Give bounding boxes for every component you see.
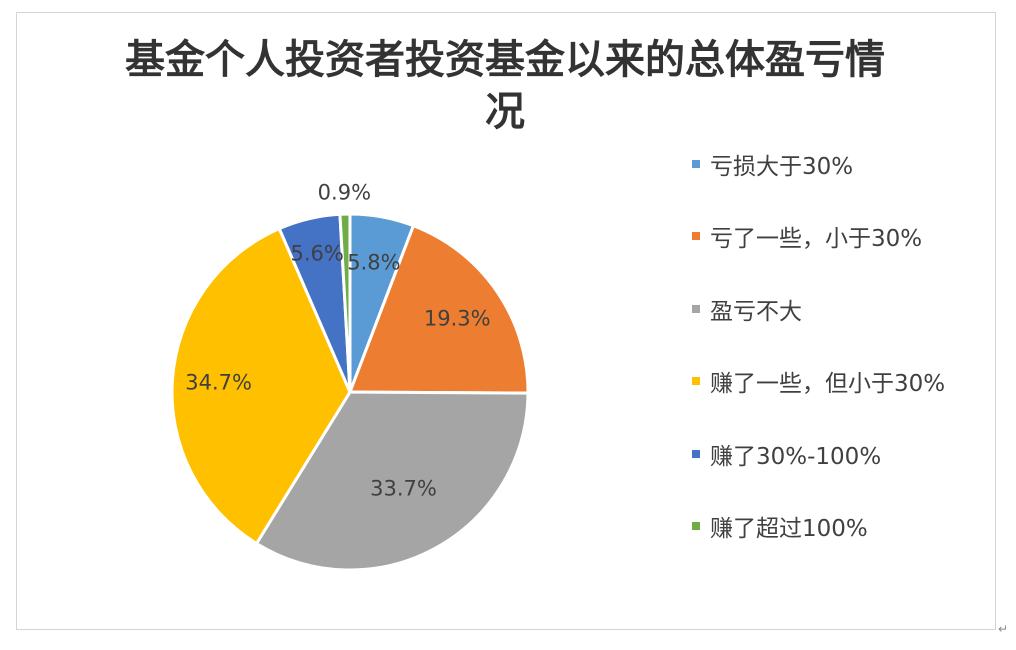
legend-item: 赚了一些，但小于30% — [692, 363, 945, 399]
data-labels: 5.8% 19.3% 33.7% 34.7% 5.6% 0.9% — [185, 181, 490, 501]
paragraph-mark-icon: ↵ — [998, 622, 1009, 636]
legend-swatch — [692, 304, 700, 313]
legend-item: 赚了超过100% — [692, 508, 945, 544]
data-label: 19.3% — [424, 307, 491, 331]
data-label: 5.6% — [291, 241, 344, 265]
legend-item: 盈亏不大 — [692, 291, 945, 327]
legend-item: 赚了30%-100% — [692, 436, 945, 472]
legend-swatch — [692, 377, 700, 386]
data-label: 33.7% — [370, 477, 437, 501]
legend-swatch — [692, 449, 700, 458]
legend-item: 亏损大于30% — [692, 146, 945, 182]
legend-item: 亏了一些，小于30% — [692, 218, 945, 254]
legend-swatch — [692, 521, 700, 530]
chart-frame — [16, 12, 996, 630]
chart-title: 基金个人投资者投资基金以来的总体盈亏情况 — [125, 37, 885, 135]
legend-label: 亏了一些，小于30% — [710, 226, 923, 253]
legend: 亏损大于30% 亏了一些，小于30% 盈亏不大赚了一些，但小于30% 赚了30%-10… — [692, 146, 945, 580]
data-label: 34.7% — [185, 370, 252, 394]
data-label: 5.8% — [347, 250, 400, 274]
pie-slice — [254, 390, 530, 572]
legend-label: 亏损大于30% — [710, 154, 854, 180]
data-label: 0.9% — [318, 181, 371, 205]
pie-slices — [170, 212, 530, 572]
legend-label: 盈亏不大 — [710, 298, 802, 325]
legend-label: 赚了30%-100% — [710, 443, 882, 470]
legend-swatch — [692, 232, 700, 241]
pie-slice — [338, 212, 352, 393]
legend-swatch — [692, 160, 700, 168]
legend-label: 赚了一些，但小于30% — [710, 371, 946, 398]
legend-label: 赚了超过100% — [710, 515, 868, 542]
pie-slice — [170, 226, 352, 546]
pie-slice — [347, 223, 530, 395]
